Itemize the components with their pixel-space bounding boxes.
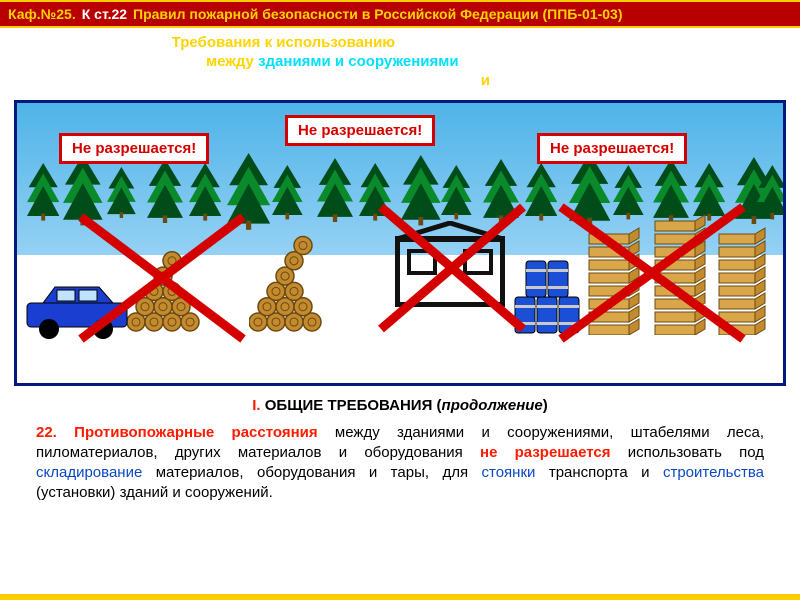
plank-pile-1 (587, 221, 641, 340)
p3: не разрешается (480, 444, 611, 461)
sub-l2a: между (206, 53, 254, 70)
tree (272, 165, 303, 224)
subtitle: Требования к использованию противопожарн… (0, 28, 800, 94)
section-title-c: ) (543, 397, 548, 414)
sub-l1b: противопожарных расстояний (395, 34, 628, 51)
sub-l1a: Требования к использованию (172, 34, 395, 51)
tree (569, 153, 610, 232)
car (21, 281, 133, 348)
tree (27, 163, 59, 226)
tree (441, 165, 472, 224)
header-mid: К ст.22 (82, 6, 127, 22)
tree (63, 155, 103, 230)
scene-frame: Не разрешается! Не разрешается! Не разреша… (14, 100, 786, 386)
tree (525, 163, 557, 226)
p6: материалов, оборудования и тары, для (142, 464, 481, 481)
para-num: 22. (36, 424, 74, 441)
scene: Не разрешается! Не разрешается! Не разреша… (17, 103, 783, 383)
tree (757, 165, 783, 224)
tree (147, 159, 183, 228)
car-wheel-1 (39, 319, 59, 339)
p5: складирование (36, 464, 142, 481)
section-title-a: ОБЩИЕ ТРЕБОВАНИЯ ( (265, 397, 442, 414)
p1: Противопожарные расстояния (74, 424, 317, 441)
sub-l3a: пиломатериалов, других материалов (198, 72, 476, 89)
tree (227, 153, 270, 235)
sub-l2c: , (459, 53, 467, 70)
p4: использовать под (611, 444, 764, 461)
log-pile-mid (249, 225, 333, 338)
tree (401, 155, 441, 230)
plank-pile-2 (653, 211, 707, 340)
header-bar: Каф.№25. К ст.22 Правил пожарной безопас… (0, 0, 800, 28)
sub-l2e: , (590, 53, 594, 70)
car-roof (43, 287, 113, 303)
header-rest: Правил пожарной безопасности в Российско… (133, 6, 622, 22)
p10: (установки) зданий и сооружений. (36, 484, 273, 501)
paragraph: 22. Противопожарные расстояния между зда… (36, 423, 764, 504)
sub-l3c: оборудования (494, 72, 602, 89)
p7: стоянки (482, 464, 536, 481)
tree (107, 167, 136, 223)
barrel-group (511, 253, 581, 340)
car-window-2 (79, 290, 97, 301)
not-allowed-label: Не разрешается! (59, 133, 209, 164)
tree (189, 163, 221, 226)
not-allowed-label: Не разрешается! (537, 133, 687, 164)
tree (359, 163, 391, 226)
tree (483, 159, 519, 228)
car-window-1 (57, 290, 75, 301)
header-prefix: Каф.№25. (8, 6, 76, 22)
plank-pile-3 (717, 227, 767, 340)
log-pile-left (127, 235, 211, 338)
section-num: I. (252, 397, 265, 414)
sub-l3b: и (477, 72, 495, 89)
slide: Каф.№25. К ст.22 Правил пожарной безопас… (0, 0, 800, 600)
car-wheel-2 (93, 319, 113, 339)
section-heading: I. ОБЩИЕ ТРЕБОВАНИЯ (продолжение) (36, 396, 764, 416)
tree (613, 165, 644, 224)
p9: строительства (663, 464, 764, 481)
sub-l2b: зданиями и сооружениями (254, 53, 459, 70)
tree (317, 158, 353, 227)
body-text: I. ОБЩИЕ ТРЕБОВАНИЯ (продолжение) 22. Пр… (0, 386, 800, 503)
sub-l2d: штабелями леса (467, 53, 590, 70)
section-title-b: продолжение (442, 397, 543, 414)
footer-rule (0, 594, 800, 600)
not-allowed-label: Не разрешается! (285, 115, 435, 146)
building (395, 221, 505, 312)
p8: транспорта и (535, 464, 663, 481)
